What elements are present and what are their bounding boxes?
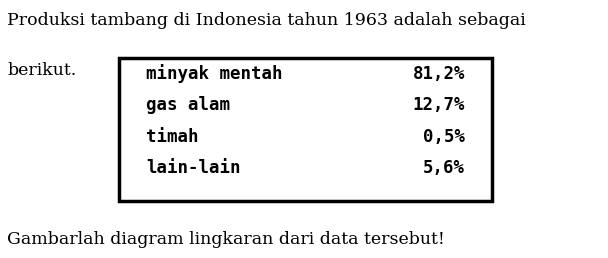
Text: 81,2%: 81,2%	[413, 64, 465, 83]
Text: minyak mentah: minyak mentah	[146, 64, 283, 83]
Text: lain-lain: lain-lain	[146, 159, 240, 177]
Text: timah: timah	[146, 127, 198, 146]
Text: Produksi tambang di Indonesia tahun 1963 adalah sebagai: Produksi tambang di Indonesia tahun 1963…	[7, 12, 526, 29]
Text: gas alam: gas alam	[146, 96, 230, 114]
Text: 12,7%: 12,7%	[413, 96, 465, 114]
Text: berikut.: berikut.	[7, 62, 77, 79]
Text: Gambarlah diagram lingkaran dari data tersebut!: Gambarlah diagram lingkaran dari data te…	[7, 231, 445, 248]
Text: 5,6%: 5,6%	[423, 159, 465, 177]
Text: 0,5%: 0,5%	[423, 127, 465, 146]
